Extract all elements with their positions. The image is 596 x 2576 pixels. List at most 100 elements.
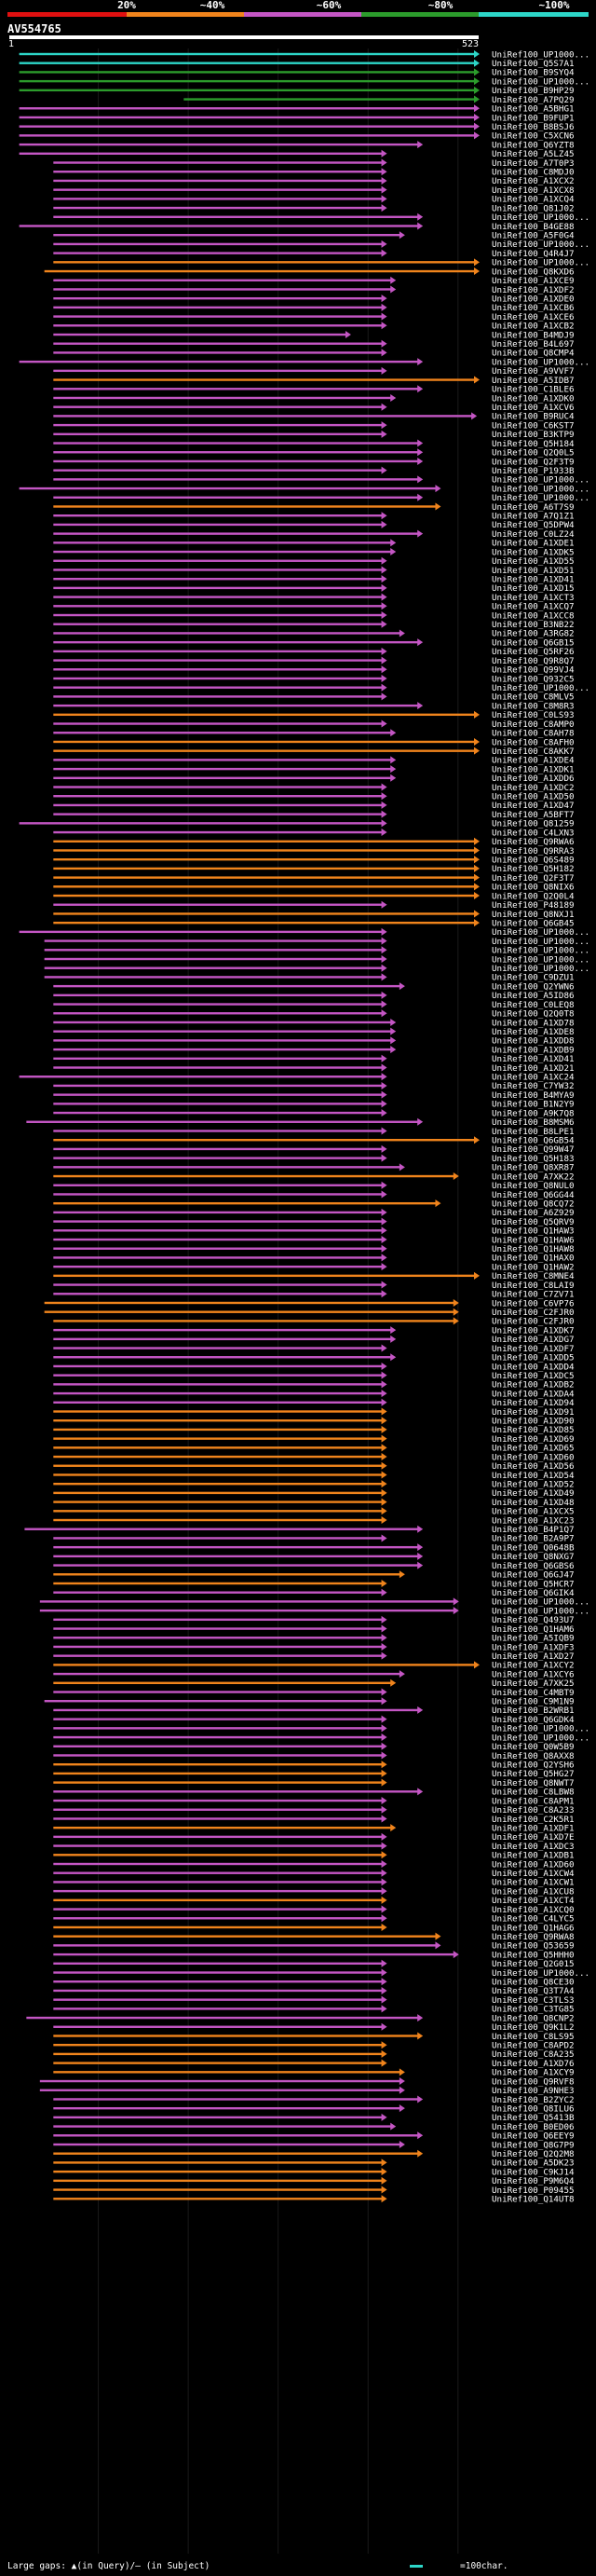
hit-label[interactable]: UniRef100_A1XDE4 <box>492 756 575 766</box>
hit-label[interactable]: UniRef100_Q8CNP2 <box>492 2013 575 2023</box>
hit-label[interactable]: UniRef100_A1XCC8 <box>492 610 575 621</box>
hit-bar[interactable] <box>53 1093 383 1096</box>
hit-label[interactable]: UniRef100_C6VP76 <box>492 1298 575 1309</box>
hit-bar[interactable] <box>53 668 383 671</box>
hit-label[interactable]: UniRef100_B3KTP9 <box>492 430 575 440</box>
hit-bar[interactable] <box>53 640 419 644</box>
hit-bar[interactable] <box>53 1935 437 1938</box>
hit-bar[interactable] <box>53 984 400 988</box>
hit-bar[interactable] <box>53 1971 383 1974</box>
hit-bar[interactable] <box>26 1120 419 1123</box>
hit-bar[interactable] <box>53 1844 383 1847</box>
hit-label[interactable]: UniRef100_C8A235 <box>492 2049 575 2060</box>
hit-bar[interactable] <box>53 550 392 554</box>
hit-label[interactable]: UniRef100_C8MLV5 <box>492 692 575 703</box>
hit-label[interactable]: UniRef100_A1XCB6 <box>492 303 575 313</box>
hit-bar[interactable] <box>53 1772 383 1775</box>
hit-label[interactable]: UniRef100_Q5S7A1 <box>492 59 575 69</box>
hit-label[interactable]: UniRef100_A1XDA4 <box>492 1389 575 1399</box>
hit-label[interactable]: UniRef100_C9DZU1 <box>492 973 575 983</box>
hit-bar[interactable] <box>53 496 419 499</box>
hit-label[interactable]: UniRef100_C4LXN3 <box>492 828 575 838</box>
hit-bar[interactable] <box>53 1482 383 1486</box>
hit-bar[interactable] <box>53 577 383 581</box>
hit-bar[interactable] <box>53 1347 383 1350</box>
hit-bar[interactable] <box>53 2134 419 2137</box>
hit-label[interactable]: UniRef100_Q81J02 <box>492 203 575 213</box>
hit-label[interactable]: UniRef100_B8MSM6 <box>492 1117 575 1128</box>
hit-label[interactable]: UniRef100_A1XCW1 <box>492 1878 575 1888</box>
hit-bar[interactable] <box>53 1881 383 1884</box>
hit-bar[interactable] <box>53 2152 419 2155</box>
hit-bar[interactable] <box>53 1364 383 1368</box>
hit-label[interactable]: UniRef100_A1XD52 <box>492 1479 575 1489</box>
hit-bar[interactable] <box>53 532 419 535</box>
hit-bar[interactable] <box>19 116 475 119</box>
hit-bar[interactable] <box>53 1184 383 1186</box>
hit-label[interactable]: UniRef100_A1XCY9 <box>492 2068 575 2078</box>
hit-label[interactable]: UniRef100_A1XDC3 <box>492 1842 575 1852</box>
hit-label[interactable]: UniRef100_C2FJR0 <box>492 1308 575 1318</box>
hit-label[interactable]: UniRef100_Q14UT8 <box>492 2195 575 2205</box>
hit-label[interactable]: UniRef100_Q3T7A4 <box>492 1986 575 1996</box>
hit-bar[interactable] <box>53 451 419 454</box>
hit-bar[interactable] <box>53 912 476 915</box>
hit-bar[interactable] <box>53 1103 383 1105</box>
hit-label[interactable]: UniRef100_Q2F3T9 <box>492 457 575 467</box>
hit-bar[interactable] <box>53 2025 383 2028</box>
hit-label[interactable]: UniRef100_A1XCE6 <box>492 312 575 322</box>
hit-label[interactable]: UniRef100_Q5HHH0 <box>492 1950 575 1960</box>
hit-bar[interactable] <box>53 1672 400 1676</box>
hit-bar[interactable] <box>53 732 392 734</box>
hit-bar[interactable] <box>53 1862 383 1866</box>
hit-bar[interactable] <box>53 2179 383 2183</box>
hit-label[interactable]: UniRef100_Q8CQ72 <box>492 1199 575 1209</box>
hit-label[interactable]: UniRef100_UP1000... <box>492 1968 589 1979</box>
hit-label[interactable]: UniRef100_Q2Q0L5 <box>492 448 575 459</box>
hit-label[interactable]: UniRef100_Q2Q0L4 <box>492 891 575 901</box>
hit-bar[interactable] <box>53 288 392 291</box>
hit-label[interactable]: UniRef100_Q53659 <box>492 1941 575 1952</box>
hit-bar[interactable] <box>53 569 383 571</box>
hit-bar[interactable] <box>53 559 383 562</box>
hit-label[interactable]: UniRef100_C3TG85 <box>492 2005 575 2015</box>
hit-label[interactable]: UniRef100_Q5QRV9 <box>492 1217 575 1227</box>
hit-bar[interactable] <box>53 1391 383 1395</box>
hit-bar[interactable] <box>53 1808 383 1811</box>
hit-label[interactable]: UniRef100_B2ZYC2 <box>492 2095 575 2105</box>
hit-bar[interactable] <box>53 1637 383 1639</box>
hit-label[interactable]: UniRef100_Q5RF26 <box>492 647 575 657</box>
hit-bar[interactable] <box>44 976 383 979</box>
hit-bar[interactable] <box>53 1618 383 1622</box>
hit-label[interactable]: UniRef100_Q8CMP4 <box>492 349 575 359</box>
hit-label[interactable]: UniRef100_A1XD21 <box>492 1063 575 1074</box>
hit-label[interactable]: UniRef100_A1XD48 <box>492 1498 575 1508</box>
hit-label[interactable]: UniRef100_Q8NUL0 <box>492 1181 575 1191</box>
hit-label[interactable]: UniRef100_A3RG82 <box>492 629 575 639</box>
hit-label[interactable]: UniRef100_A1XCQ7 <box>492 602 575 612</box>
hit-label[interactable]: UniRef100_C0LZ24 <box>492 529 575 540</box>
hit-label[interactable]: UniRef100_Q6GB45 <box>492 918 575 928</box>
hit-bar[interactable] <box>53 1681 392 1684</box>
hit-bar[interactable] <box>53 1510 383 1513</box>
hit-label[interactable]: UniRef100_Q2Q2M8 <box>492 2149 575 2159</box>
hit-bar[interactable] <box>53 188 383 191</box>
hit-bar[interactable] <box>53 423 383 427</box>
hit-bar[interactable] <box>53 1871 383 1874</box>
hit-bar[interactable] <box>19 822 383 825</box>
hit-label[interactable]: UniRef100_UP1000... <box>492 258 589 268</box>
hit-label[interactable]: UniRef100_B4MYA9 <box>492 1090 575 1101</box>
hit-label[interactable]: UniRef100_C8MNE4 <box>492 1271 575 1281</box>
hit-bar[interactable] <box>39 1600 454 1603</box>
hit-bar[interactable] <box>53 296 383 300</box>
hit-label[interactable]: UniRef100_A7Q1Z1 <box>492 512 575 522</box>
hit-label[interactable]: UniRef100_A1XDC5 <box>492 1371 575 1381</box>
hit-bar[interactable] <box>53 704 419 707</box>
hit-label[interactable]: UniRef100_P1933B <box>492 466 575 476</box>
hit-label[interactable]: UniRef100_A1XDE1 <box>492 539 575 549</box>
hit-bar[interactable] <box>53 1591 383 1594</box>
hit-label[interactable]: UniRef100_Q1HAX0 <box>492 1254 575 1264</box>
hit-bar[interactable] <box>53 523 383 527</box>
hit-bar[interactable] <box>53 686 383 689</box>
hit-label[interactable]: UniRef100_B9FUP1 <box>492 113 575 123</box>
